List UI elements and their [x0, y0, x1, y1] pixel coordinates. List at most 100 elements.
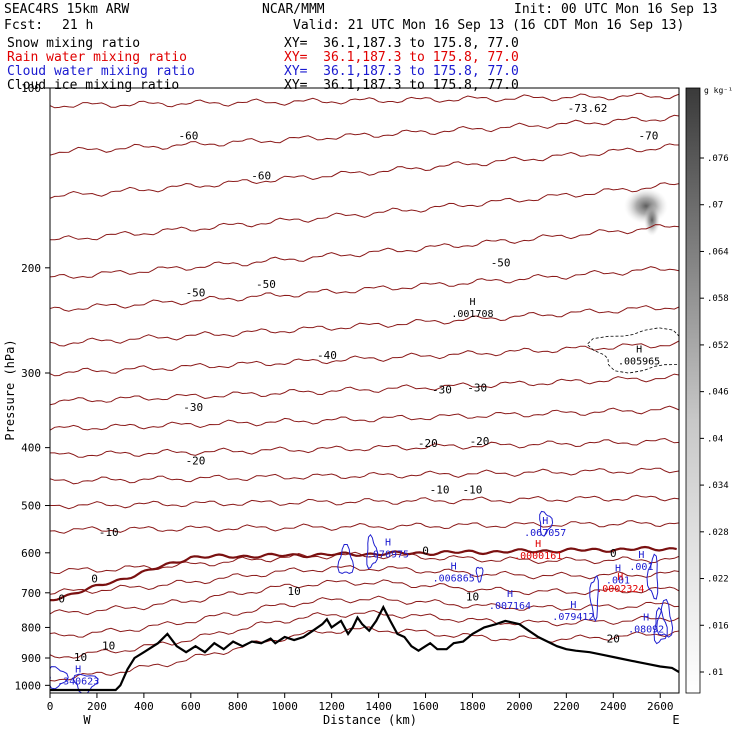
maximum-marker: H: [638, 550, 644, 561]
field-xy-cloud-water: XY= 36.1,187.3 to 175.8, 77.0: [284, 64, 519, 79]
freezing-level-line: [50, 545, 677, 602]
maximum-value: .070975: [367, 549, 409, 560]
maximum-marker: H: [615, 563, 621, 574]
isotherm-line: [50, 595, 679, 638]
colorbar-tick-label: .07: [707, 201, 723, 211]
colorbar-tick-label: .01: [707, 668, 723, 678]
isotherm-label: 0: [91, 573, 98, 586]
maximum-value: .079412: [552, 612, 594, 623]
x-tick-label: 600: [181, 700, 201, 713]
isotherm-line: [50, 340, 679, 377]
forecast-hours: 21 h: [62, 18, 94, 33]
colorbar-unit: g kg⁻¹: [704, 86, 733, 95]
y-tick-label: 500: [21, 500, 41, 513]
field-name-cloud-ice: Cloud ice mixing ratio: [7, 78, 180, 93]
field-name-snow: Snow mixing ratio: [7, 36, 141, 51]
field-xy-rain: XY= 36.1,187.3 to 175.8, 77.0: [284, 50, 519, 65]
cloud-water-contour: [653, 606, 668, 645]
isotherm-label: 20: [607, 633, 620, 646]
isotherm-label: 0: [610, 547, 617, 560]
maximum-marker: H: [542, 516, 548, 527]
maximum-marker: H: [385, 537, 391, 548]
isotherm-label: -20: [470, 435, 490, 448]
isotherm-line: [50, 305, 679, 347]
y-tick-label: 900: [21, 652, 41, 665]
x-tick-label: 2200: [553, 700, 580, 713]
isotherm-label: 10: [102, 639, 115, 652]
isotherm-label: 10: [74, 651, 87, 664]
field-name-rain: Rain water mixing ratio: [7, 50, 188, 65]
isotherm-line: [50, 373, 679, 406]
isotherm-line: [50, 405, 679, 431]
isotherm-line: [50, 494, 679, 510]
cloud-water-contour: [589, 574, 599, 623]
isotherm-label: -73.62: [568, 102, 608, 115]
terrain-line: [50, 604, 679, 692]
isotherm-line: [50, 437, 679, 458]
isotherm-label: -10: [99, 526, 119, 539]
y-tick-label: 700: [21, 587, 41, 600]
isotherm-line: [50, 143, 679, 199]
isotherm-label: -50: [256, 278, 276, 291]
maximum-marker: H: [643, 613, 649, 624]
maximum-marker: H: [507, 589, 513, 600]
org-label: NCAR/MMM: [262, 2, 325, 17]
snow-shading-core: [644, 204, 660, 236]
isotherm-label: -50: [186, 287, 206, 300]
x-tick-label: 1200: [318, 700, 345, 713]
isotherm-label: -30: [467, 381, 487, 394]
maximum-value: .0002324: [596, 584, 644, 595]
isotherm-line: [50, 224, 679, 279]
maximum-marker: H: [636, 344, 642, 355]
isotherm-label: -10: [430, 483, 450, 496]
colorbar-tick-label: .028: [707, 528, 729, 538]
colorbar: [685, 87, 701, 694]
x-tick-label: 2400: [600, 700, 627, 713]
isotherm-label: -60: [251, 169, 271, 182]
colorbar-tick-label: .016: [707, 621, 729, 631]
x-tick-label: 200: [87, 700, 107, 713]
y-axis-label: Pressure (hPa): [3, 339, 17, 440]
isotherm-label: -30: [432, 384, 452, 397]
colorbar-tick-label: .022: [707, 575, 729, 585]
isotherm-line: [50, 565, 679, 595]
maximum-value: .007164: [489, 601, 531, 612]
maximum-marker: H: [617, 572, 623, 583]
y-tick-label: 200: [21, 262, 41, 275]
cloud-water-contour: [656, 598, 674, 638]
endpoint-east: E: [672, 713, 679, 727]
plot-frame: [49, 87, 680, 694]
isotherm-line: [50, 467, 679, 485]
x-tick-label: 1600: [412, 700, 439, 713]
maximum-value: .006865: [433, 573, 475, 584]
isotherm-label: 10: [287, 585, 300, 598]
x-tick-label: 800: [228, 700, 248, 713]
maximum-value: .001: [629, 562, 653, 573]
isotherm-label: -40: [317, 349, 337, 362]
x-tick-label: 1800: [459, 700, 486, 713]
x-tick-label: 2000: [506, 700, 533, 713]
colorbar-tick-label: .04: [707, 434, 723, 444]
maximum-value: .005965: [618, 356, 660, 367]
maximum-value: .0000161: [514, 551, 562, 562]
cloud-water-contour: [366, 533, 379, 570]
maximum-marker: H: [535, 539, 541, 550]
isotherm-label: -60: [179, 129, 199, 142]
isotherm-line: [50, 626, 679, 682]
model-title: SEAC4RS 15km ARW: [4, 2, 130, 17]
maximum-marker: H: [570, 600, 576, 611]
colorbar-tick-label: .052: [707, 341, 729, 351]
forecast-label: Fcst:: [4, 18, 44, 33]
colorbar-tick-label: .034: [707, 481, 729, 491]
isotherm-label: -50: [491, 257, 511, 270]
y-tick-label: 800: [21, 621, 41, 634]
x-tick-label: 400: [134, 700, 154, 713]
isotherm-line: [50, 579, 679, 616]
field-xy-cloud-ice: XY= 36.1,187.3 to 175.8, 77.0: [284, 78, 519, 93]
maximum-marker: H: [469, 297, 475, 308]
isotherm-label: -20: [418, 437, 438, 450]
cloud-water-contour: [337, 544, 355, 574]
init-time: Init: 00 UTC Mon 16 Sep 13: [514, 2, 718, 17]
x-axis-label: Distance (km): [323, 713, 417, 727]
